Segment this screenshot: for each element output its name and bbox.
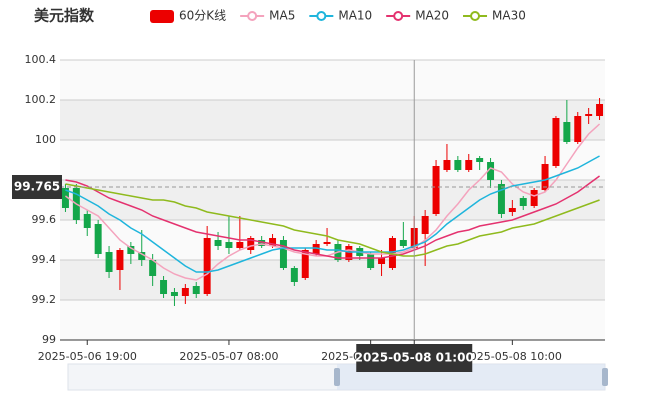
candle-body bbox=[596, 104, 604, 116]
candle-body bbox=[301, 250, 309, 278]
candle-body bbox=[465, 160, 473, 170]
zoom-handle[interactable] bbox=[602, 368, 608, 386]
split-area bbox=[60, 300, 605, 340]
candle-body bbox=[258, 240, 266, 246]
candle-body bbox=[563, 122, 571, 142]
chart-title: 美元指数 bbox=[34, 7, 95, 25]
y-tick-label: 99.2 bbox=[32, 293, 57, 306]
y-tick-label: 99.4 bbox=[32, 253, 57, 266]
crosshair-x-box bbox=[356, 344, 473, 372]
candle-body bbox=[574, 116, 582, 142]
candle-body bbox=[530, 190, 538, 206]
candle-body bbox=[443, 160, 451, 170]
candle-body bbox=[421, 216, 429, 234]
candle-body bbox=[61, 188, 69, 208]
candle-body bbox=[236, 242, 244, 248]
candle-body bbox=[269, 238, 277, 246]
y-tick-label: 100.2 bbox=[25, 93, 57, 106]
candle-body bbox=[83, 214, 91, 228]
candle-body bbox=[323, 242, 331, 244]
candle-body bbox=[247, 238, 255, 250]
candle-body bbox=[399, 240, 407, 246]
candle-body bbox=[127, 246, 135, 254]
legend-label: MA5 bbox=[269, 9, 295, 23]
candle-body bbox=[454, 160, 462, 170]
y-tick-label: 99 bbox=[42, 333, 56, 346]
candle-body bbox=[170, 292, 178, 296]
candle-body bbox=[476, 158, 484, 162]
ma-line bbox=[65, 123, 601, 281]
candle-body bbox=[487, 162, 495, 180]
candle-body bbox=[181, 288, 189, 296]
crosshair-y-box bbox=[12, 175, 62, 199]
y-tick-label: 99.6 bbox=[32, 213, 57, 226]
candle-body bbox=[214, 240, 222, 246]
legend-label: 60分K线 bbox=[179, 9, 226, 23]
candle-body bbox=[149, 260, 157, 276]
legend-swatch bbox=[247, 11, 258, 21]
split-area bbox=[60, 140, 605, 180]
legend-swatch bbox=[470, 11, 481, 21]
candle-body bbox=[116, 250, 124, 270]
candle-body bbox=[94, 224, 102, 254]
crosshair-y-label: 99.765 bbox=[14, 180, 60, 194]
candle-body bbox=[541, 164, 549, 190]
x-tick-label: 2025-05-08 10:00 bbox=[463, 350, 562, 363]
candle-body bbox=[225, 242, 233, 248]
candle-body bbox=[367, 254, 375, 268]
legend-label: MA20 bbox=[415, 9, 449, 23]
candle-body bbox=[585, 114, 593, 116]
candle-body bbox=[432, 166, 440, 214]
legend-label: MA10 bbox=[338, 9, 372, 23]
candle-body bbox=[552, 118, 560, 166]
ma-line bbox=[65, 183, 600, 257]
candle-body bbox=[388, 238, 396, 268]
candle-body bbox=[345, 246, 353, 260]
candle-body bbox=[312, 244, 320, 254]
x-tick-label: 2025-05-06 19:00 bbox=[38, 350, 137, 363]
y-tick-label: 100.4 bbox=[25, 53, 57, 66]
zoom-handle[interactable] bbox=[334, 368, 340, 386]
candle-body bbox=[279, 240, 287, 268]
y-tick-label: 100 bbox=[35, 133, 56, 146]
split-area bbox=[60, 100, 605, 140]
candle-body bbox=[290, 268, 298, 282]
split-area bbox=[60, 60, 605, 100]
candle-body bbox=[497, 184, 505, 214]
legend-swatch bbox=[316, 11, 327, 21]
candle-body bbox=[508, 208, 516, 212]
candle-body bbox=[203, 238, 211, 294]
ma-line bbox=[65, 175, 600, 259]
candle-body bbox=[192, 286, 200, 294]
legend-label: MA30 bbox=[492, 9, 526, 23]
candle-body bbox=[105, 252, 113, 272]
crosshair-x-label: 2025-05-08 01:00 bbox=[355, 351, 474, 365]
legend-swatch bbox=[393, 11, 404, 21]
candle-body bbox=[519, 198, 527, 206]
legend-swatch bbox=[150, 10, 174, 23]
x-tick-label: 2025-05-07 08:00 bbox=[179, 350, 278, 363]
candle-body bbox=[378, 258, 386, 264]
candle-body bbox=[160, 280, 168, 294]
candle-body bbox=[138, 252, 146, 260]
